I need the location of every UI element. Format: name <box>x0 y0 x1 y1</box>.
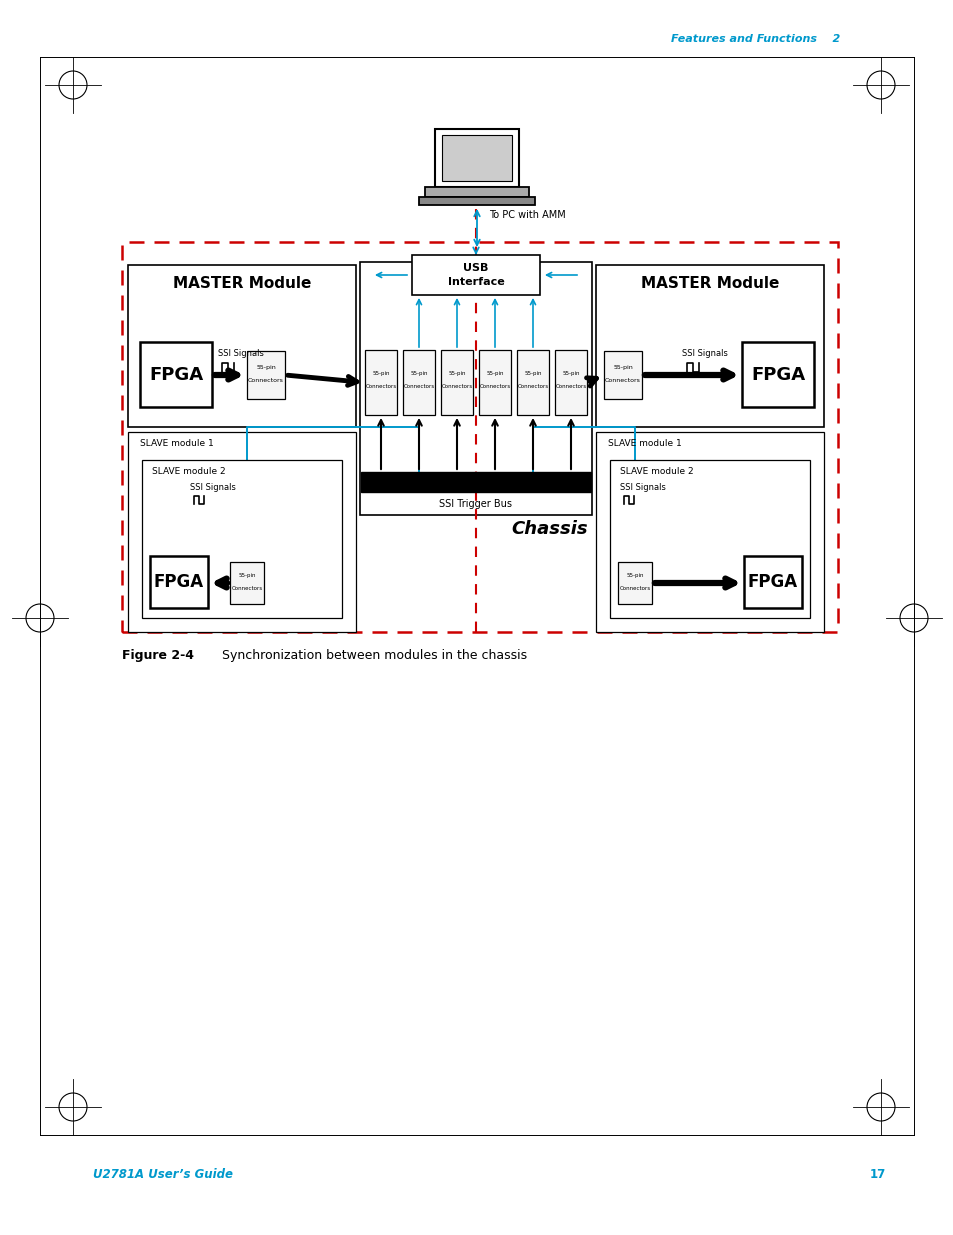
Text: Connectors: Connectors <box>248 378 284 383</box>
Text: SLAVE module 2: SLAVE module 2 <box>619 468 693 477</box>
Bar <box>517 350 548 415</box>
Text: SSI Signals: SSI Signals <box>218 350 264 358</box>
Text: Connectors: Connectors <box>232 585 262 590</box>
Text: Figure 2-4: Figure 2-4 <box>122 648 193 662</box>
Bar <box>122 242 837 632</box>
Bar <box>441 135 512 182</box>
Bar <box>609 459 809 618</box>
Text: SSI Signals: SSI Signals <box>190 483 235 493</box>
Text: Connectors: Connectors <box>517 384 548 389</box>
Bar <box>618 562 651 604</box>
Text: Connectors: Connectors <box>479 384 510 389</box>
Text: FPGA: FPGA <box>153 573 204 592</box>
Text: U2781A User’s Guide: U2781A User’s Guide <box>92 1168 233 1182</box>
Bar <box>435 128 518 186</box>
Text: 55-pin: 55-pin <box>486 370 503 375</box>
Bar <box>128 432 355 632</box>
Text: FPGA: FPGA <box>750 366 804 384</box>
Text: To PC with AMM: To PC with AMM <box>489 210 565 220</box>
Bar <box>128 266 355 427</box>
Text: 55-pin: 55-pin <box>561 370 579 375</box>
Bar <box>555 350 586 415</box>
Bar <box>140 342 212 408</box>
Text: SSI Signals: SSI Signals <box>619 483 665 493</box>
Bar <box>365 350 396 415</box>
Text: 55-pin: 55-pin <box>410 370 427 375</box>
Text: 55-pin: 55-pin <box>613 364 632 369</box>
Text: Connectors: Connectors <box>604 378 640 383</box>
Text: SLAVE module 2: SLAVE module 2 <box>152 468 226 477</box>
Bar <box>743 556 801 608</box>
Text: Connectors: Connectors <box>555 384 586 389</box>
Bar <box>440 350 473 415</box>
Text: FPGA: FPGA <box>747 573 798 592</box>
Bar <box>230 562 264 604</box>
Bar <box>603 351 641 399</box>
Bar <box>478 350 511 415</box>
Bar <box>412 254 539 295</box>
Text: 17: 17 <box>869 1168 885 1182</box>
Text: 55-pin: 55-pin <box>448 370 465 375</box>
Text: Connectors: Connectors <box>441 384 472 389</box>
Bar <box>360 472 590 492</box>
Text: Chassis: Chassis <box>511 520 587 538</box>
Text: SLAVE module 1: SLAVE module 1 <box>607 440 681 448</box>
Bar <box>596 266 823 427</box>
Bar <box>424 186 529 198</box>
Bar <box>150 556 208 608</box>
Bar <box>741 342 813 408</box>
Text: Connectors: Connectors <box>365 384 396 389</box>
Text: Interface: Interface <box>447 277 504 287</box>
Text: FPGA: FPGA <box>149 366 203 384</box>
Text: SSI Signals: SSI Signals <box>681 350 727 358</box>
Text: 55-pin: 55-pin <box>255 364 275 369</box>
Text: MASTER Module: MASTER Module <box>172 275 311 290</box>
Bar <box>402 350 435 415</box>
Text: SLAVE module 1: SLAVE module 1 <box>140 440 213 448</box>
Bar <box>142 459 341 618</box>
Bar <box>359 262 592 515</box>
Text: Synchronization between modules in the chassis: Synchronization between modules in the c… <box>210 648 527 662</box>
Bar <box>418 198 535 205</box>
Text: MASTER Module: MASTER Module <box>640 275 779 290</box>
Text: 55-pin: 55-pin <box>238 573 255 578</box>
Text: Connectors: Connectors <box>618 585 650 590</box>
Text: Features and Functions    2: Features and Functions 2 <box>670 35 840 44</box>
Text: 55-pin: 55-pin <box>372 370 390 375</box>
Text: USB: USB <box>463 263 488 273</box>
Bar <box>247 351 285 399</box>
Text: 55-pin: 55-pin <box>625 573 643 578</box>
Text: 55-pin: 55-pin <box>524 370 541 375</box>
Text: SSI Trigger Bus: SSI Trigger Bus <box>439 499 512 509</box>
Text: Connectors: Connectors <box>403 384 435 389</box>
Bar <box>596 432 823 632</box>
